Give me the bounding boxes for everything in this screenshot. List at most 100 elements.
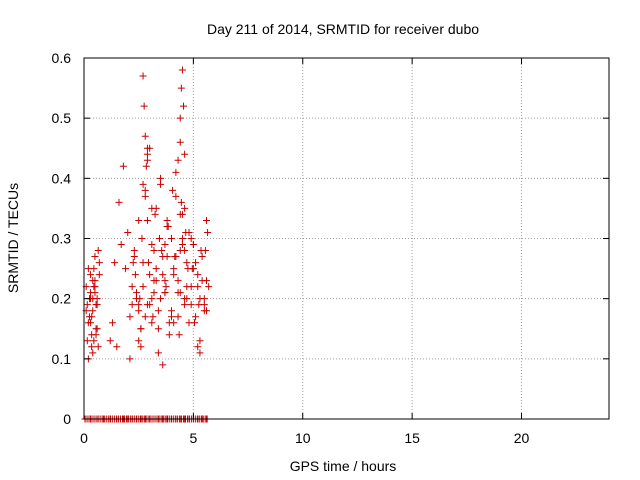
data-point [203, 216, 210, 224]
data-point [91, 253, 99, 261]
data-point [149, 313, 157, 321]
data-point [169, 186, 177, 194]
data-point [139, 180, 147, 188]
data-point [163, 253, 171, 261]
data-point [106, 337, 114, 345]
data-point [194, 271, 202, 279]
data-point [135, 337, 143, 345]
x-tick-labels: 0 5 10 15 20 [80, 430, 529, 446]
data-point [205, 283, 213, 291]
data-point [141, 186, 149, 194]
x-tick-label: 15 [404, 430, 420, 446]
data-point [159, 271, 167, 279]
data-point [131, 271, 139, 279]
data-point [196, 337, 204, 345]
data-point [194, 283, 202, 291]
data-point [178, 241, 186, 249]
data-point [91, 283, 99, 291]
data-point [163, 222, 171, 230]
data-point [94, 247, 102, 255]
y-tick-label: 0.3 [52, 231, 72, 247]
data-point [151, 210, 159, 218]
data-point [117, 241, 125, 249]
data-point [88, 343, 96, 351]
data-point [178, 66, 186, 74]
data-point [194, 343, 202, 351]
data-point [192, 259, 200, 267]
data-point [176, 289, 184, 297]
data-point [180, 102, 188, 110]
data-point [111, 259, 119, 267]
data-point [181, 301, 189, 309]
data-point [175, 331, 183, 339]
y-tick-label: 0.2 [52, 291, 72, 307]
data-point [154, 307, 162, 315]
y-tick-labels: 0 0.1 0.2 0.3 0.4 0.5 0.6 [52, 50, 72, 427]
data-point [168, 313, 175, 321]
data-point [124, 228, 132, 236]
data-point [129, 259, 137, 267]
data-point [152, 277, 160, 285]
data-point [150, 289, 158, 297]
data-point [143, 156, 151, 164]
data-point [89, 295, 97, 303]
y-tick-label: 0 [63, 411, 71, 427]
data-point [148, 295, 156, 303]
data-point [170, 319, 178, 327]
data-point [155, 235, 163, 242]
y-axis-title: SRMTID / TECUs [5, 183, 21, 293]
data-point [91, 289, 99, 297]
data-point [183, 283, 191, 291]
data-point [201, 247, 209, 255]
data-point [181, 204, 189, 212]
data-point [183, 259, 191, 267]
data-point [158, 247, 166, 255]
data-point [143, 216, 151, 224]
data-point [108, 319, 116, 327]
data-point [83, 301, 91, 309]
data-point [145, 259, 153, 267]
data-point [92, 331, 100, 339]
chart-title: Day 211 of 2014, SRMTID for receiver dub… [207, 21, 479, 37]
data-point [187, 235, 195, 242]
data-point [135, 301, 143, 309]
data-point [150, 247, 158, 255]
data-point [90, 337, 98, 345]
data-point [165, 331, 173, 339]
data-point [154, 325, 162, 333]
data-point [161, 289, 169, 297]
data-point [203, 307, 210, 315]
axis-ticks [83, 57, 609, 420]
data-point [133, 289, 140, 297]
data-point [119, 162, 127, 170]
data-point [143, 150, 151, 158]
data-point [128, 283, 136, 291]
data-point [185, 319, 193, 327]
data-point [177, 84, 185, 92]
data-point [148, 319, 156, 327]
data-point [128, 301, 136, 309]
data-point [136, 295, 144, 303]
data-point [181, 247, 189, 255]
data-point [178, 235, 186, 242]
data-point [130, 253, 138, 261]
x-tick-label: 20 [514, 430, 530, 446]
data-point [176, 114, 184, 122]
data-point [148, 241, 156, 249]
data-point [142, 162, 150, 170]
data-point [94, 343, 102, 351]
data-point [89, 307, 97, 315]
data-point [93, 325, 101, 333]
x-tick-label: 5 [189, 430, 197, 446]
y-tick-label: 0.5 [52, 110, 72, 126]
data-point [168, 307, 175, 315]
data-point [174, 313, 182, 321]
data-point [122, 265, 130, 273]
data-point [195, 301, 203, 309]
data-point [172, 168, 180, 176]
data-point [157, 180, 165, 188]
data-point [115, 198, 123, 206]
data-point [174, 277, 182, 285]
data-point [176, 138, 184, 146]
data-point [161, 277, 169, 285]
